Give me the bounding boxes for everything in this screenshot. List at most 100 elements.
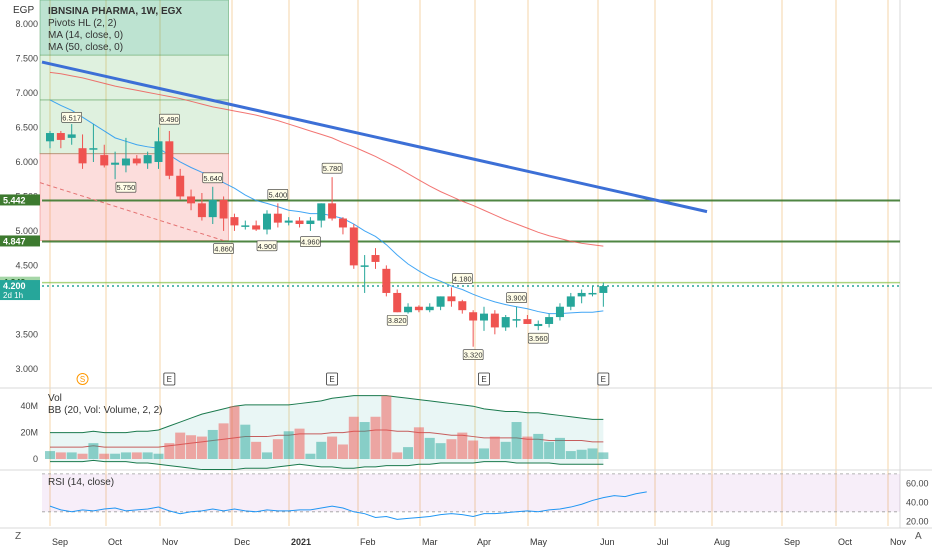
volume-bar xyxy=(131,452,142,459)
candle[interactable] xyxy=(121,137,130,173)
candle[interactable] xyxy=(534,320,543,331)
candle[interactable] xyxy=(143,151,152,169)
volume-axis-tick: 20M xyxy=(20,428,38,438)
price-axis-tick: 3.500 xyxy=(15,329,38,339)
bb-lower-line xyxy=(50,459,604,471)
pivot-label-text: 3.900 xyxy=(507,294,526,303)
candle[interactable] xyxy=(46,130,54,149)
candle[interactable] xyxy=(197,193,206,221)
candle[interactable] xyxy=(566,292,575,311)
time-axis-label: Jun xyxy=(600,537,615,547)
candle[interactable] xyxy=(165,130,174,180)
candle[interactable] xyxy=(501,315,510,331)
candle[interactable] xyxy=(555,303,564,321)
candle[interactable] xyxy=(295,217,304,228)
volume-bar xyxy=(457,432,468,459)
candle-body xyxy=(284,220,293,223)
pivot-label-text: 6.490 xyxy=(160,115,179,124)
candle-body xyxy=(241,225,250,227)
earnings-marker[interactable]: E xyxy=(326,372,339,386)
candle[interactable] xyxy=(67,124,76,145)
candle[interactable] xyxy=(317,203,326,228)
candle[interactable] xyxy=(458,299,467,314)
indicator-ma50[interactable]: MA (50, close, 0) xyxy=(48,42,124,53)
ma50-line[interactable] xyxy=(49,71,604,247)
candle[interactable] xyxy=(284,217,293,226)
pivot-label-text: 3.820 xyxy=(388,316,407,325)
candle[interactable] xyxy=(480,306,488,331)
candle[interactable] xyxy=(414,305,423,313)
pivot-label: 3.820 xyxy=(386,314,408,326)
candle[interactable] xyxy=(328,177,337,221)
volume-bar xyxy=(229,406,240,459)
volume-bar xyxy=(110,453,121,459)
chart-title: IBNSINA PHARMA, 1W, EGX xyxy=(48,6,183,17)
trendline[interactable] xyxy=(41,60,708,214)
indicator-ma14[interactable]: MA (14, close, 0) xyxy=(48,30,124,41)
pivot-label-text: 5.400 xyxy=(268,190,287,199)
split-marker[interactable]: S xyxy=(76,373,89,385)
candle[interactable] xyxy=(132,155,141,166)
ma14-line[interactable] xyxy=(49,99,604,315)
candle[interactable] xyxy=(241,220,250,230)
candle[interactable] xyxy=(360,255,369,293)
candle[interactable] xyxy=(100,144,109,168)
candle[interactable] xyxy=(469,310,478,347)
candle[interactable] xyxy=(154,127,163,169)
pivot-label: 3.900 xyxy=(506,292,527,304)
candle[interactable] xyxy=(588,286,597,297)
auto-scale-icon[interactable]: A xyxy=(915,531,922,542)
price-axis-tick: 3.000 xyxy=(15,364,38,374)
earnings-marker[interactable]: E xyxy=(163,372,176,386)
candle[interactable] xyxy=(306,217,315,231)
indicator-pivots[interactable]: Pivots HL (2, 2) xyxy=(48,18,117,29)
candle[interactable] xyxy=(490,310,499,335)
candle[interactable] xyxy=(219,196,228,231)
candle[interactable] xyxy=(78,134,87,169)
rsi-label[interactable]: RSI (14, close) xyxy=(48,477,115,488)
pivot-label: 5.640 xyxy=(202,172,224,184)
pivot-label: 6.517 xyxy=(61,112,83,123)
candle[interactable] xyxy=(230,213,239,231)
volume-label[interactable]: Vol xyxy=(48,393,62,404)
candle[interactable] xyxy=(523,315,532,324)
earnings-marker-box xyxy=(478,372,490,386)
earnings-marker[interactable]: E xyxy=(597,372,610,386)
candle[interactable] xyxy=(447,287,456,307)
candle[interactable] xyxy=(208,186,217,225)
candles-layer[interactable] xyxy=(46,124,608,347)
candle[interactable] xyxy=(187,189,196,211)
volume-bar xyxy=(142,452,153,459)
volume-bar xyxy=(186,435,197,459)
candle[interactable] xyxy=(349,224,358,269)
candle[interactable] xyxy=(263,210,271,235)
candle[interactable] xyxy=(393,289,402,313)
candle[interactable] xyxy=(56,130,65,149)
price-axis-tick: 7.500 xyxy=(15,54,38,64)
bb-label[interactable]: BB (20, Vol: Volume, 2, 2) xyxy=(48,405,163,416)
candle[interactable] xyxy=(111,151,120,180)
candle[interactable] xyxy=(425,303,434,313)
candle[interactable] xyxy=(273,203,282,228)
candle[interactable] xyxy=(545,313,554,328)
zoom-icon[interactable]: Z xyxy=(15,531,22,542)
candle[interactable] xyxy=(577,289,586,304)
candle[interactable] xyxy=(252,220,261,231)
candle-body xyxy=(425,306,434,311)
earnings-marker[interactable]: E xyxy=(478,372,490,386)
pivot-label-box xyxy=(159,113,180,125)
candle[interactable] xyxy=(599,282,608,307)
candle[interactable] xyxy=(176,168,185,200)
candle[interactable] xyxy=(371,248,380,269)
rsi-line[interactable] xyxy=(49,491,647,520)
candle[interactable] xyxy=(512,306,521,328)
candle-body xyxy=(187,196,196,204)
candle[interactable] xyxy=(382,265,391,297)
candle[interactable] xyxy=(338,217,347,235)
volume-bar xyxy=(153,453,164,459)
candle[interactable] xyxy=(404,303,413,314)
candle[interactable] xyxy=(436,296,445,311)
candle[interactable] xyxy=(89,124,98,162)
